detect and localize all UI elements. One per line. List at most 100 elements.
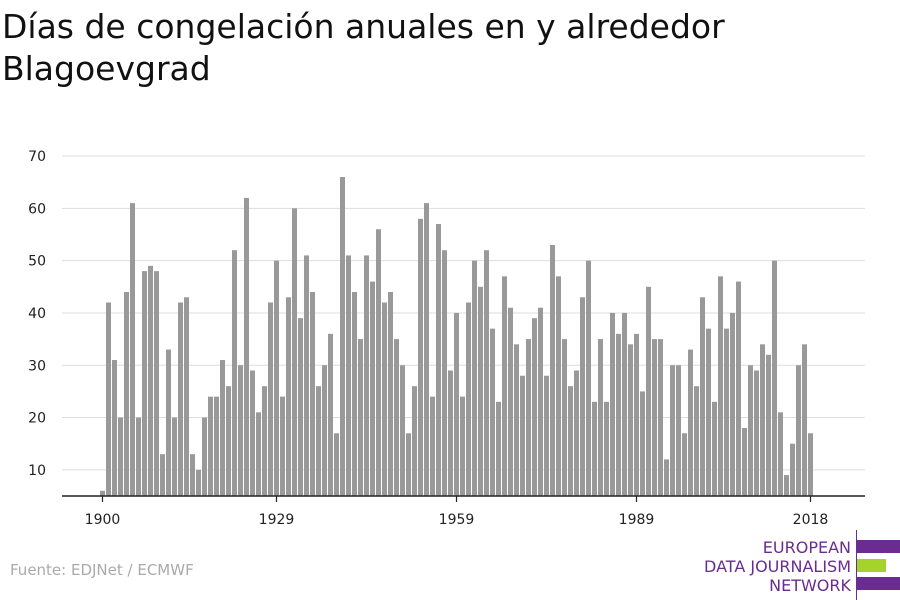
bar-1974 [544,375,549,496]
bar-1970 [520,375,525,496]
bar-2014 [784,475,789,496]
bar-1966 [496,401,501,496]
bar-1912 [172,417,177,496]
y-tick-label: 10 [28,463,46,479]
bar-1901 [106,302,111,496]
bar-1918 [208,396,213,496]
bar-1921 [226,386,231,496]
bar-1962 [472,260,477,496]
bar-1934 [304,255,309,496]
bar-1940 [340,176,345,496]
bar-1917 [202,417,207,496]
bar-1936 [316,386,321,496]
chart-title: Días de congelación anuales en y alreded… [2,7,725,88]
bar-1978 [568,386,573,496]
bar-1915 [190,454,195,496]
bar-1955 [430,396,435,496]
bar-1985 [610,312,615,496]
bar-1902 [112,360,117,496]
bar-1903 [118,417,123,496]
bar-chart: 10 20 30 40 50 60 70 1900 1929 1959 1989 2018 [28,149,865,528]
bar-1942 [352,292,357,496]
bar-1941 [346,255,351,496]
bar-2016 [796,365,801,496]
x-tick-label: 2018 [793,512,829,528]
bar-1951 [406,433,411,496]
bar-1993 [658,339,663,496]
logo-line-3: NETWORK [769,576,851,595]
bar-1923 [238,365,243,496]
bar-2010 [760,344,765,496]
bar-1961 [466,302,471,496]
bar-1932 [292,208,297,496]
bar-2004 [724,328,729,496]
bar-2001 [706,328,711,496]
x-tick-label: 1929 [259,512,295,528]
bar-1979 [574,370,579,496]
bar-1939 [334,433,339,496]
bar-1971 [526,339,531,496]
bar-2007 [742,428,747,496]
bar-1959 [454,312,459,496]
bar-1972 [532,318,537,496]
bar-1983 [598,339,603,496]
bar-1937 [322,365,327,496]
bar-1925 [250,370,255,496]
bar-2011 [766,354,771,496]
bar-2002 [712,401,717,496]
bar-2012 [772,260,777,496]
bar-2003 [718,276,723,496]
bar-1909 [154,271,159,496]
bar-2005 [730,312,735,496]
bar-1919 [214,396,219,496]
bar-2000 [700,297,705,496]
bar-1991 [646,286,651,496]
source-note: Fuente: EDJNet / ECMWF [10,561,194,579]
y-tick-label: 50 [28,254,46,270]
y-tick-label: 60 [28,201,46,217]
bar-2018 [808,433,813,496]
x-tick-label: 1900 [85,512,121,528]
y-axis-ticks: 10 20 30 40 50 60 70 [28,149,46,479]
bar-1947 [382,302,387,496]
x-axis-ticks: 1900 1929 1959 1989 2018 [85,496,829,528]
bar-1926 [256,412,261,496]
bar-1948 [388,292,393,496]
bar-1956 [436,224,441,497]
bar-2008 [748,365,753,496]
bar-1989 [634,333,639,496]
logo-bar-green [857,559,886,572]
edjnet-logo: EUROPEAN DATA JOURNALISM NETWORK [700,530,900,600]
bar-2015 [790,443,795,496]
bar-1954 [424,203,429,496]
bar-1990 [640,391,645,496]
bars [100,176,813,497]
bar-1999 [694,386,699,496]
bar-1980 [580,297,585,496]
bar-1913 [178,302,183,496]
y-tick-label: 40 [28,306,46,322]
bar-1995 [670,365,675,496]
bar-1920 [220,360,225,496]
bar-1981 [586,260,591,496]
y-tick-label: 70 [28,149,46,165]
bar-1929 [274,260,279,496]
bar-1994 [664,459,669,496]
x-tick-label: 1989 [619,512,655,528]
bar-1988 [628,344,633,496]
bar-1905 [130,203,135,496]
bar-1964 [484,250,489,496]
bar-2013 [778,412,783,496]
logo-line-1: EUROPEAN [762,538,851,557]
bar-1958 [448,370,453,496]
bar-1911 [166,349,171,496]
bar-1906 [136,417,141,496]
bar-1957 [442,250,447,496]
bar-1900 [100,490,105,496]
bar-1930 [280,396,285,496]
x-tick-label: 1959 [439,512,475,528]
y-tick-label: 30 [28,358,46,374]
bar-1950 [400,365,405,496]
bar-1949 [394,339,399,496]
bar-1946 [376,229,381,496]
